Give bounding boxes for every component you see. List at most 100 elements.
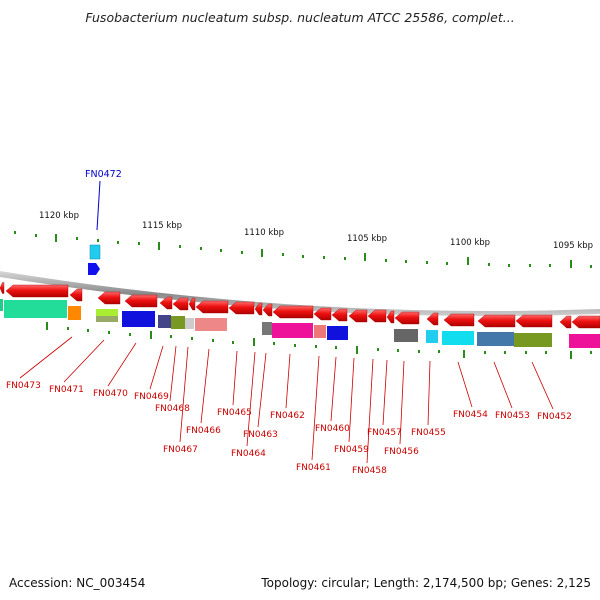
gene-feature-block <box>272 323 313 338</box>
gene-label[interactable]: FN0454 <box>453 410 488 420</box>
gene-label[interactable]: FN0470 <box>93 389 128 399</box>
gene-label[interactable]: FN0466 <box>186 426 221 436</box>
accession-text: Accession: NC_003454 <box>9 576 146 590</box>
scale-tick <box>117 241 119 244</box>
gene-leader-line <box>63 339 105 383</box>
scale-tick <box>426 261 428 264</box>
gene-label[interactable]: FN0468 <box>155 404 190 414</box>
gene-feature-block <box>185 318 194 329</box>
scale-tick <box>97 239 99 242</box>
gene-feature-block <box>394 329 418 342</box>
gene-label[interactable]: FN0464 <box>231 449 266 459</box>
scale-label: 1095 kbp <box>553 241 593 251</box>
gene-arrow <box>367 309 387 323</box>
gene-arrow <box>124 294 158 308</box>
gene-label[interactable]: FN0459 <box>334 445 369 455</box>
scale-tick <box>504 351 506 354</box>
scale-tick <box>302 255 304 258</box>
scale-tick <box>545 351 547 354</box>
scale-tick <box>508 264 510 267</box>
gene-leader-line <box>19 336 73 379</box>
gene-label[interactable]: FN0463 <box>243 430 278 440</box>
gene-arrow <box>348 309 368 323</box>
gene-arrow <box>0 282 5 294</box>
gene-arrow <box>313 307 332 321</box>
gene-arrow <box>571 315 600 329</box>
scale-tick <box>344 257 346 260</box>
gene-leader-line <box>149 345 164 390</box>
highlighted-gene-FN0472[interactable]: FN0472 <box>85 169 122 275</box>
gene-label[interactable]: FN0460 <box>315 424 350 434</box>
gene-label[interactable]: FN0455 <box>411 428 446 438</box>
highlight-leader-line <box>96 180 101 231</box>
gene-feature-block <box>0 299 3 311</box>
scale-tick <box>129 333 131 336</box>
scale-tick <box>529 264 531 267</box>
gene-arrow <box>386 310 395 324</box>
scale-tick <box>138 242 140 245</box>
gene-feature-block <box>195 318 227 331</box>
gene-feature-block <box>314 325 326 338</box>
gene-label[interactable]: FN0467 <box>163 445 198 455</box>
scale-tick <box>377 348 379 351</box>
scale-tick <box>150 331 152 339</box>
scale-tick <box>232 341 234 344</box>
scale-tick <box>158 242 160 250</box>
scale-tick <box>179 245 181 248</box>
scale-tick <box>385 259 387 262</box>
scale-tick <box>191 337 193 340</box>
scale-tick <box>253 338 255 346</box>
gene-arrow <box>272 305 314 319</box>
scale-tick <box>273 342 275 345</box>
scale-tick <box>46 322 48 330</box>
gene-feature-block <box>327 326 348 340</box>
scale-tick <box>241 251 243 254</box>
scale-tick <box>55 234 57 242</box>
scale-tick <box>35 234 37 237</box>
gene-arrow <box>195 300 229 314</box>
gene-arrow <box>228 301 255 315</box>
gene-label[interactable]: FN0457 <box>367 428 402 438</box>
gene-arrow <box>5 284 69 298</box>
scale-tick <box>170 335 172 338</box>
scale-tick <box>397 349 399 352</box>
gene-label[interactable]: FN0462 <box>270 411 305 421</box>
scale-tick <box>282 253 284 256</box>
gene-leader-line <box>399 360 405 445</box>
scale-tick <box>570 351 572 359</box>
gene-labels: FN0473 FN0471 FN0470 FN0469 FN0468 FN046… <box>6 381 572 476</box>
gene-leader-line <box>531 361 554 410</box>
scale-tick <box>438 350 440 353</box>
gene-label[interactable]: FN0465 <box>217 408 252 418</box>
gene-leader-line <box>257 352 267 428</box>
gene-leader-line <box>232 350 238 406</box>
gene-arrow <box>394 311 420 325</box>
gene-leader-line <box>311 355 320 461</box>
scale-tick <box>467 257 469 265</box>
gene-leader-line <box>457 361 473 408</box>
scale-tick <box>549 264 551 267</box>
gene-label[interactable]: FN0469 <box>134 392 169 402</box>
gene-label[interactable]: FN0471 <box>49 385 84 395</box>
gene-leader-line <box>246 351 256 447</box>
scale-tick <box>590 351 592 354</box>
scale-tick <box>76 237 78 240</box>
gene-label[interactable]: FN0458 <box>352 466 387 476</box>
gene-feature-block <box>426 330 438 343</box>
gene-label[interactable]: FN0452 <box>537 412 572 422</box>
map-title: Fusobacterium nucleatum subsp. nucleatum… <box>85 10 515 25</box>
scale-label: 1110 kbp <box>244 228 284 238</box>
gene-arrow <box>477 314 516 328</box>
gene-arrow <box>97 291 121 305</box>
gene-leader-line <box>169 345 177 402</box>
gene-arrow <box>443 313 475 327</box>
gene-label[interactable]: FN0461 <box>296 463 331 473</box>
scale-tick <box>364 253 366 261</box>
gene-label[interactable]: FN0456 <box>384 447 419 457</box>
gene-arrow <box>188 297 196 311</box>
gene-label[interactable]: FN0453 <box>495 411 530 421</box>
gene-arrow <box>559 315 572 329</box>
gene-label[interactable]: FN0473 <box>6 381 41 391</box>
gene-feature-block <box>96 316 118 322</box>
